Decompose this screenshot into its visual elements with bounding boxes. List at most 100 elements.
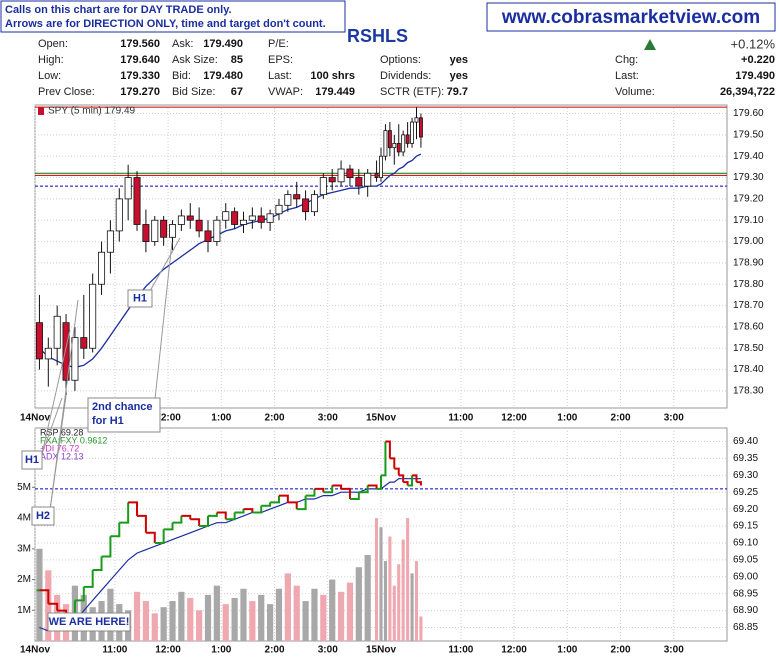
- candle-body: [106, 230, 114, 253]
- price-step: [403, 481, 409, 486]
- candle-body: [387, 130, 392, 149]
- annotation-text: WE ARE HERE!: [49, 616, 130, 628]
- price-step: [39, 589, 50, 604]
- symbol-title: RSHLS: [347, 26, 408, 46]
- volume-bar: [258, 594, 265, 641]
- quote-value: 179.490: [735, 70, 775, 82]
- candle-body: [392, 143, 397, 149]
- volume-bar: [151, 613, 158, 641]
- quote-value: 179.490: [203, 38, 243, 50]
- x-tick-label: 1:00: [211, 645, 231, 656]
- annotation-text: 2nd chance: [92, 401, 153, 413]
- volume-bar: [222, 604, 229, 641]
- candle-body: [337, 168, 345, 183]
- y-tick-label: 68.90: [733, 605, 758, 616]
- volume-bar: [406, 518, 410, 641]
- quote-value: yes: [450, 70, 468, 82]
- volume-bar: [419, 616, 423, 641]
- url-box: [486, 2, 776, 32]
- candle-body: [71, 337, 79, 381]
- quote-label: Open:: [38, 38, 68, 50]
- volume-bar: [410, 573, 414, 641]
- quote-value: 179.270: [120, 86, 160, 98]
- volume-bar: [329, 579, 336, 641]
- candle-body: [177, 215, 185, 225]
- candle-body: [405, 134, 410, 144]
- x-tick-label: 12:00: [501, 645, 527, 656]
- candle-body: [169, 224, 177, 238]
- price-step: [314, 487, 325, 493]
- y-tick-label: 179.50: [733, 130, 764, 141]
- candle-body: [35, 322, 43, 360]
- annotation-text: H2: [36, 510, 50, 522]
- annotation-box: [21, 450, 43, 470]
- y-tick-label: 178.70: [733, 300, 764, 311]
- candle-body: [222, 211, 230, 221]
- y-tick-label: 178.90: [733, 258, 764, 269]
- candle-body: [133, 177, 141, 225]
- candle-body: [195, 219, 203, 232]
- x-tick-label: 2:00: [265, 413, 285, 424]
- candle-body: [115, 198, 123, 232]
- price-step: [367, 484, 378, 489]
- volume-bar: [196, 610, 203, 641]
- y-tick-label: 178.50: [733, 343, 764, 354]
- candle-body: [248, 215, 256, 221]
- quote-value: 67: [231, 86, 243, 98]
- candle-body: [284, 194, 292, 206]
- volume-bar: [187, 597, 194, 641]
- x-tick-label: 1:00: [557, 645, 577, 656]
- y-tick-label: 178.60: [733, 322, 764, 333]
- candle-body: [310, 194, 318, 213]
- annotation-pointer: [49, 395, 67, 511]
- price-step: [48, 602, 59, 611]
- price-step: [305, 488, 316, 497]
- price-step: [287, 501, 298, 510]
- x-tick-label: 14Nov: [20, 645, 50, 656]
- volume-bar: [364, 554, 371, 641]
- candle-body: [239, 219, 247, 225]
- candle-body: [204, 230, 212, 242]
- x-tick-label: 15Nov: [366, 645, 396, 656]
- candle-body: [213, 219, 221, 242]
- volume-bar: [178, 591, 185, 641]
- quote-label: Chg:: [615, 54, 638, 66]
- volume-bar: [346, 582, 354, 641]
- quote-label: P/E:: [268, 38, 289, 50]
- y-tick-label: 179.40: [733, 151, 764, 162]
- volume-bar: [302, 601, 309, 641]
- x-tick-label: 15Nov: [366, 413, 396, 424]
- y-tick-label: 178.80: [733, 279, 764, 290]
- price-step: [381, 441, 387, 477]
- x-tick-label: 12:00: [155, 413, 181, 424]
- quote-value: 26,394,722: [720, 86, 775, 98]
- annotation-box: [87, 397, 161, 433]
- candle-body: [160, 219, 168, 238]
- candle-body: [383, 130, 388, 157]
- y-tick-label: 69.35: [733, 453, 758, 464]
- volume-bar: [311, 588, 318, 641]
- panel-legend: +DI 76.72: [40, 443, 79, 453]
- annotation-pointer: [149, 237, 181, 292]
- annotation-box: [127, 289, 153, 308]
- quote-value: 179.330: [120, 70, 160, 82]
- price-step: [341, 487, 351, 499]
- x-tick-label: 3:00: [318, 413, 338, 424]
- quote-value: 179.480: [203, 70, 243, 82]
- quote-label: Last:: [268, 70, 292, 82]
- candle-body: [53, 315, 61, 349]
- quote-value: 79.7: [447, 86, 468, 98]
- quote-label: Last:: [615, 70, 639, 82]
- x-tick-label: 14Nov: [20, 413, 50, 424]
- y-tick-label: 2M: [17, 574, 31, 585]
- quote-label: High:: [38, 54, 64, 66]
- price-step: [208, 512, 218, 517]
- volume-bar: [379, 527, 383, 641]
- annotation-text: H1: [133, 292, 147, 304]
- note-line: Calls on this chart are for DAY TRADE on…: [5, 4, 232, 16]
- candle-body: [62, 322, 70, 381]
- quote-label: EPS:: [268, 54, 293, 66]
- price-step: [225, 512, 236, 521]
- candle-body: [89, 283, 97, 349]
- quote-label: Low:: [38, 70, 61, 82]
